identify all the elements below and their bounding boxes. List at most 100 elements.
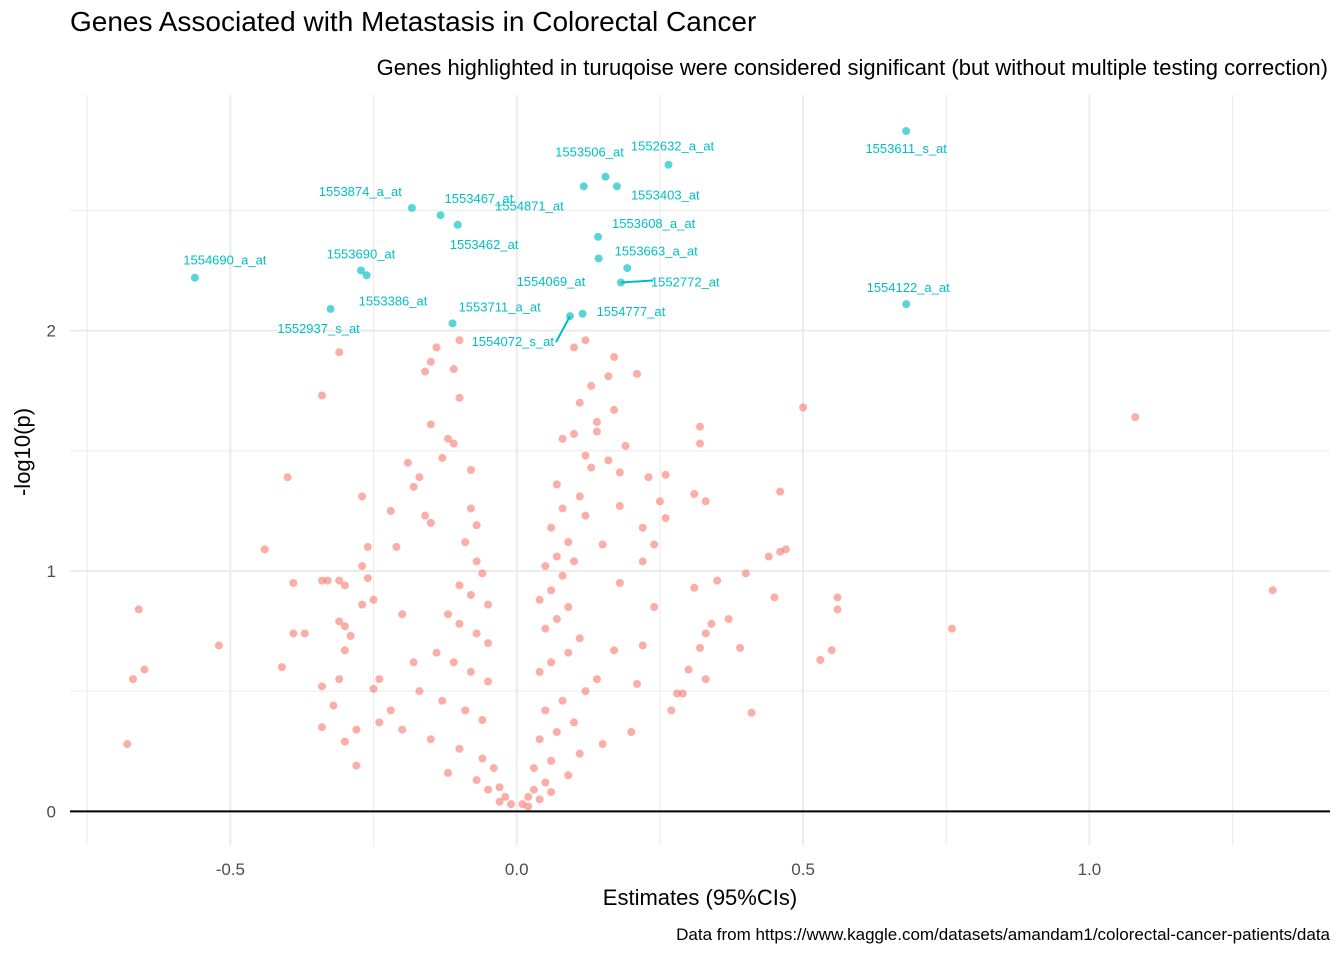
point-nonsignificant [432,648,441,657]
point-nonsignificant [363,542,372,551]
point-nonsignificant [444,610,452,619]
point-nonsignificant [461,706,470,715]
point-nonsignificant [455,336,464,345]
point-nonsignificant [455,619,464,628]
point-nonsignificant [764,552,773,561]
point-nonsignificant [466,466,475,474]
point-significant [190,273,199,282]
point-nonsignificant [541,706,550,715]
gene-label: 1554122_a_at [867,280,951,295]
point-nonsignificant [736,643,745,652]
point-nonsignificant [335,675,344,684]
point-nonsignificant [724,615,733,624]
point-nonsignificant [398,725,407,734]
x-tick-label: 1.0 [1078,860,1102,879]
point-nonsignificant [570,429,578,438]
point-nonsignificant [827,646,836,655]
point-nonsignificant [610,646,619,655]
point-nonsignificant [214,641,223,650]
point-nonsignificant [667,706,676,715]
point-nonsignificant [713,576,722,585]
x-tick-label: 0.5 [791,860,815,879]
gene-label: 1553403_at [631,187,700,202]
chart-subtitle: Genes highlighted in turuqoise were cons… [376,55,1328,80]
point-nonsignificant [575,634,584,643]
significant-points [190,127,911,328]
gene-label: 1554690_a_at [183,253,267,268]
point-nonsignificant [564,603,573,612]
point-nonsignificant [409,658,418,667]
point-nonsignificant [340,646,349,655]
point-nonsignificant [1268,586,1277,595]
point-nonsignificant [610,405,619,414]
point-nonsignificant [627,728,636,737]
point-nonsignificant [289,629,298,638]
point-nonsignificant [604,372,613,381]
gene-label: 1554072_s_at [472,334,555,349]
point-nonsignificant [426,357,435,366]
point-nonsignificant [610,353,619,362]
point-nonsignificant [833,605,842,614]
gene-label: 1553711_a_at [459,299,542,314]
gene-label: 1554777_at [597,304,666,319]
grid-lines [70,95,1330,845]
point-significant [601,172,610,181]
point-nonsignificant [449,439,458,448]
point-nonsignificant [816,655,825,664]
point-nonsignificant [661,470,670,479]
point-nonsignificant [449,658,458,667]
point-significant [578,309,587,318]
point-nonsignificant [461,538,470,547]
point-nonsignificant [587,463,596,472]
point-nonsignificant [369,684,378,693]
point-nonsignificant [529,764,538,773]
point-nonsignificant [524,802,533,811]
point-nonsignificant [484,785,493,794]
point-nonsignificant [592,675,601,684]
point-nonsignificant [375,675,384,684]
point-nonsignificant [673,689,682,698]
point-nonsignificant [598,740,607,749]
point-nonsignificant [329,701,338,710]
point-significant [362,271,371,280]
point-nonsignificant [581,451,590,460]
point-nonsignificant [776,487,785,496]
point-nonsignificant [438,453,447,462]
point-nonsignificant [1131,413,1140,422]
point-nonsignificant [615,502,624,511]
point-nonsignificant [587,381,596,390]
point-nonsignificant [598,540,607,549]
point-nonsignificant [650,603,659,612]
point-nonsignificant [638,523,647,532]
point-nonsignificant [340,622,349,631]
point-nonsignificant [438,696,447,705]
point-nonsignificant [352,761,361,770]
point-nonsignificant [638,641,647,650]
point-nonsignificant [535,735,544,744]
point-significant [448,319,457,328]
point-nonsignificant [564,538,573,547]
gene-label: 1554871_at [495,198,564,213]
point-significant [407,203,416,212]
point-significant [579,182,588,191]
point-nonsignificant [552,728,561,737]
point-nonsignificant [633,679,641,688]
point-nonsignificant [403,458,412,467]
point-nonsignificant [340,581,349,590]
point-nonsignificant [633,369,641,378]
point-nonsignificant [358,562,367,571]
point-nonsignificant [352,725,361,734]
point-nonsignificant [140,665,149,674]
point-nonsignificant [277,663,286,672]
point-nonsignificant [323,576,332,585]
gene-label: 1553690_at [327,246,396,261]
point-nonsignificant [432,343,441,352]
point-nonsignificant [776,547,785,556]
nonsignificant-points [123,336,1277,811]
point-nonsignificant [507,800,515,809]
point-nonsignificant [696,643,704,652]
point-nonsignificant [501,792,510,801]
point-nonsignificant [547,756,556,765]
point-nonsignificant [592,427,601,436]
